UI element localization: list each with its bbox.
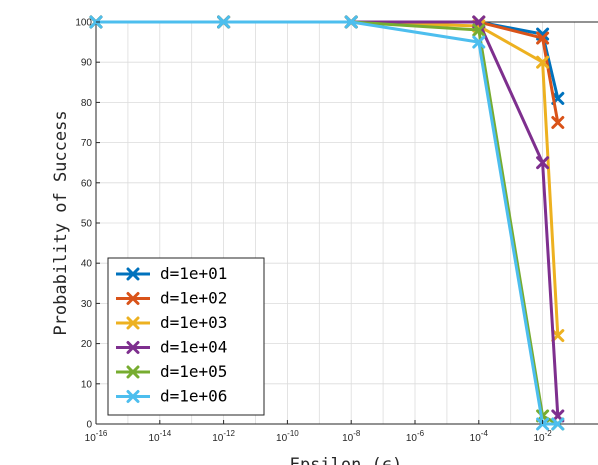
y-tick-label: 70 bbox=[81, 138, 93, 149]
legend: d=1e+01 d=1e+02 d=1e+03 d=1e+04 d=1e+05 d=1e+… bbox=[107, 257, 265, 416]
legend-label: d=1e+02 bbox=[160, 289, 227, 308]
legend-box bbox=[107, 257, 265, 416]
series-group bbox=[89, 15, 565, 431]
y-tick-label: 0 bbox=[86, 420, 92, 431]
data-point bbox=[217, 15, 231, 29]
data-point bbox=[551, 116, 565, 129]
legend-item: d=1e+01 bbox=[116, 264, 227, 283]
x-axis-title: Epsilon (ϵ) bbox=[290, 455, 403, 465]
tick-labels: 0 10 20 30 40 50 60 70 80 90 100 10-16 10-14 10-12 10-… bbox=[75, 18, 552, 445]
data-point bbox=[536, 156, 550, 170]
legend-item: d=1e+04 bbox=[116, 338, 227, 357]
x-tick-label: 10-8 bbox=[342, 429, 361, 444]
series-line bbox=[96, 20, 558, 426]
x-tick-label: 10-2 bbox=[533, 429, 552, 444]
legend-label: d=1e+05 bbox=[160, 362, 227, 381]
legend-marker bbox=[126, 365, 140, 379]
legend-marker bbox=[126, 267, 140, 281]
legend-item: d=1e+05 bbox=[116, 362, 227, 381]
data-point bbox=[472, 35, 486, 49]
y-tick-label: 20 bbox=[81, 339, 93, 350]
x-tick-label: 10-10 bbox=[276, 429, 299, 444]
y-tick-label: 100 bbox=[75, 18, 92, 29]
y-tick-label: 50 bbox=[81, 219, 93, 230]
y-tick-label: 80 bbox=[81, 98, 93, 109]
legend-marker bbox=[126, 292, 140, 305]
series-1 bbox=[89, 15, 565, 105]
x-tick-label: 10-12 bbox=[212, 429, 235, 444]
x-tick-label: 10-14 bbox=[148, 429, 171, 444]
legend-label: d=1e+01 bbox=[160, 264, 227, 283]
data-point bbox=[551, 417, 565, 431]
legend-item: d=1e+06 bbox=[116, 387, 227, 406]
data-point bbox=[472, 23, 486, 37]
legend-label: d=1e+06 bbox=[160, 387, 227, 406]
y-tick-label: 40 bbox=[81, 259, 93, 270]
legend-label: d=1e+04 bbox=[160, 338, 227, 357]
data-point bbox=[536, 31, 550, 45]
legend-item: d=1e+03 bbox=[116, 313, 227, 332]
y-tick-label: 60 bbox=[81, 178, 93, 189]
legend-label: d=1e+03 bbox=[160, 313, 227, 332]
legend-marker bbox=[126, 316, 140, 330]
y-tick-label: 10 bbox=[81, 379, 93, 390]
data-point bbox=[344, 15, 358, 29]
x-tick-label: 10-4 bbox=[470, 429, 489, 444]
x-tick-label: 10-6 bbox=[406, 429, 425, 444]
legend-marker bbox=[126, 341, 140, 354]
y-axis-title: Probability of Success bbox=[51, 110, 71, 335]
legend-item: d=1e+02 bbox=[116, 289, 227, 308]
x-tick-label: 10-16 bbox=[85, 429, 108, 444]
legend-marker bbox=[126, 390, 140, 403]
y-tick-label: 30 bbox=[81, 299, 93, 310]
y-tick-label: 90 bbox=[81, 58, 93, 69]
data-point bbox=[536, 55, 550, 69]
